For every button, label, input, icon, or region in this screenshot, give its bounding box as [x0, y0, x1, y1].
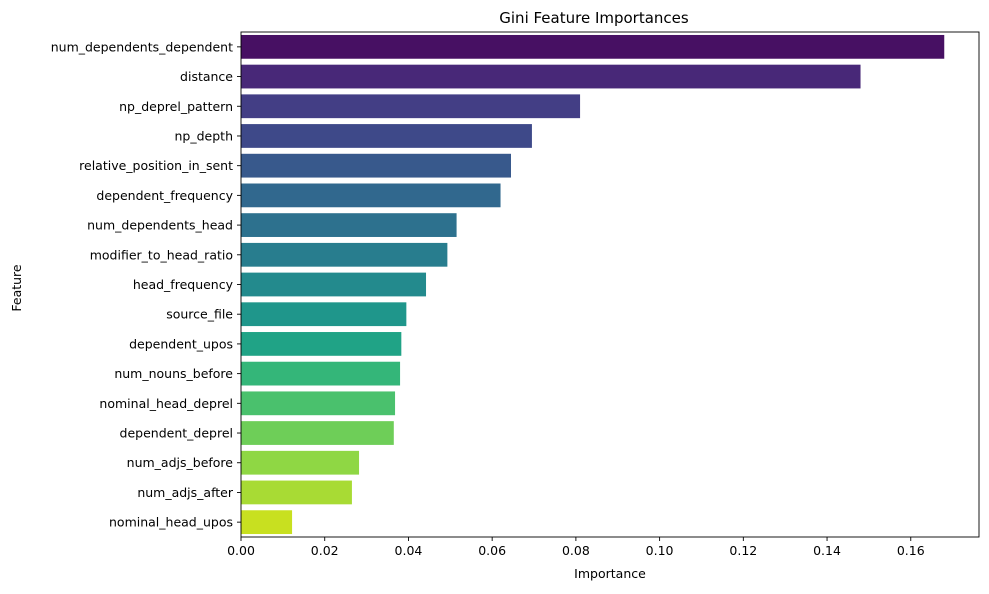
y-tick-label: dependent_frequency — [96, 188, 233, 203]
bar-num-adjs-after — [241, 480, 352, 505]
bar-dependent-deprel — [241, 421, 394, 445]
bar-distance — [241, 64, 861, 89]
bar-nominal-head-deprel — [241, 391, 396, 416]
y-tick-label: np_depth — [175, 128, 234, 143]
bar-np-deprel-pattern — [241, 94, 581, 119]
axes-layer: num_dependents_dependent distance np_depre… — [51, 31, 980, 558]
bar-source-file — [241, 302, 407, 327]
bar-num-adjs-before — [241, 450, 360, 475]
y-axis-label: Feature — [9, 264, 24, 312]
x-tick-label: 0.00 — [227, 543, 255, 558]
y-tick-label: num_adjs_after — [137, 485, 234, 500]
y-tick-label: num_nouns_before — [114, 366, 233, 381]
x-tick-label: 0.02 — [311, 543, 339, 558]
x-tick-label: 0.14 — [813, 543, 841, 558]
chart-title: Gini Feature Importances — [499, 9, 689, 27]
y-tick-label: distance — [180, 69, 233, 84]
y-tick-label: relative_position_in_sent — [79, 158, 233, 173]
bars-layer — [241, 34, 945, 535]
bar-dependent-upos — [241, 332, 402, 356]
plot-frame — [240, 31, 980, 538]
x-tick-label: 0.06 — [478, 543, 506, 558]
bar-nominal-head-upos — [241, 510, 293, 535]
y-tick-label: num_dependents_head — [87, 218, 233, 233]
x-tick-label: 0.04 — [395, 543, 423, 558]
y-tick-label: modifier_to_head_ratio — [90, 247, 233, 262]
y-tick-label: source_file — [166, 307, 233, 322]
y-tick-label: dependent_deprel — [120, 426, 233, 441]
bar-dependent-frequency — [241, 183, 501, 208]
y-tick-label: num_adjs_before — [127, 455, 234, 470]
bar-np-depth — [241, 124, 532, 148]
bar-num-dependents-head — [241, 213, 457, 237]
x-tick-label: 0.12 — [729, 543, 757, 558]
bar-relative-position-in-sent — [241, 153, 511, 178]
x-tick-label: 0.16 — [897, 543, 925, 558]
bar-num-nouns-before — [241, 361, 401, 386]
bar-modifier-to-head-ratio — [241, 242, 448, 267]
y-tick-label: nominal_head_deprel — [99, 396, 233, 411]
bar-num-dependents-dependent — [241, 34, 945, 59]
y-tick-label: nominal_head_upos — [109, 515, 233, 530]
x-tick-label: 0.08 — [562, 543, 590, 558]
y-tick-label: dependent_upos — [129, 336, 233, 351]
x-tick-label: 0.10 — [646, 543, 674, 558]
y-tick-label: np_deprel_pattern — [119, 99, 233, 114]
x-axis-label: Importance — [574, 566, 646, 581]
bar-head-frequency — [241, 272, 427, 297]
y-tick-label: head_frequency — [133, 277, 234, 292]
y-tick-label: num_dependents_dependent — [51, 39, 233, 54]
